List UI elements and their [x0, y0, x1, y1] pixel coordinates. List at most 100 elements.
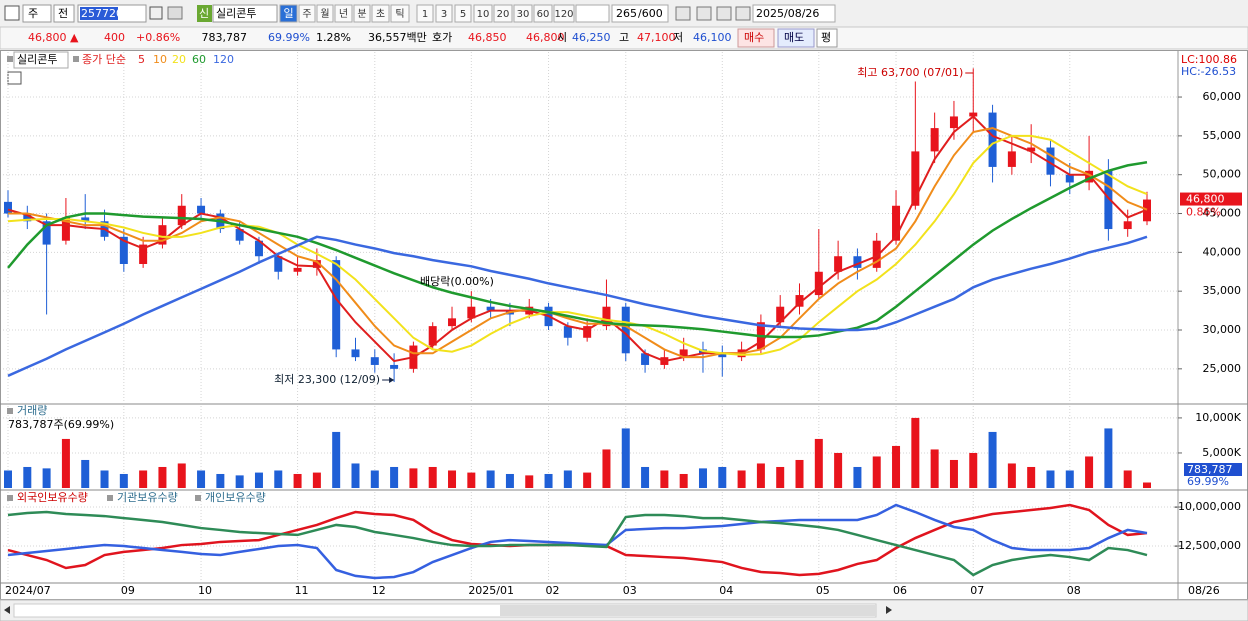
interval-label: 60 [537, 9, 550, 20]
table-icon[interactable] [7, 71, 22, 85]
volume-bar [544, 473, 553, 488]
candle-body [4, 201, 12, 214]
tool-icon[interactable] [735, 6, 751, 21]
avg-button[interactable] [816, 28, 838, 48]
volume-bar [969, 452, 978, 488]
speaker-icon[interactable] [167, 6, 183, 20]
dropdown[interactable] [575, 4, 610, 23]
interval-button[interactable] [473, 4, 493, 23]
candle-body [42, 221, 51, 245]
panel-title: 거래량 [17, 404, 47, 417]
period: 주 [28, 7, 38, 20]
interval-button[interactable] [454, 4, 472, 23]
all-button[interactable] [53, 4, 75, 23]
candle-body [795, 295, 804, 307]
volume-bar [660, 470, 669, 488]
volume-bar [1027, 466, 1036, 488]
interval-button[interactable] [513, 4, 533, 23]
interval-button[interactable] [353, 4, 371, 23]
interval-button[interactable] [371, 4, 390, 23]
candle-body [274, 256, 283, 272]
scroll-left[interactable] [4, 606, 10, 614]
avg: 평 [821, 31, 831, 44]
scroll-right[interactable] [886, 606, 892, 614]
holding-line [7, 503, 1148, 580]
candle-body [158, 225, 167, 245]
tool-icon[interactable] [675, 6, 691, 21]
volume-bar [853, 466, 862, 488]
high-annotation: 최고 63,700 (07/01) [857, 66, 963, 79]
moving-average-line [7, 115, 1148, 363]
interval-label: 20 [497, 9, 510, 20]
period-select[interactable] [22, 4, 52, 23]
date-box[interactable] [752, 4, 836, 23]
stock-name: 실리콘투 [216, 7, 256, 20]
search-icon[interactable] [149, 6, 163, 20]
candle-body [312, 260, 321, 268]
interval-button[interactable] [533, 4, 553, 23]
scroll-thumb[interactable] [500, 605, 876, 616]
menu-icon[interactable] [4, 5, 20, 21]
interval-button[interactable] [553, 4, 575, 23]
volume-bar [448, 470, 457, 488]
legend-box [7, 56, 13, 62]
y-tick-label: 60,000 [1203, 90, 1242, 103]
interval-button[interactable] [435, 4, 453, 23]
volume-bar [486, 470, 495, 488]
volume-bar [795, 459, 804, 488]
change-label: 0.86% [1186, 206, 1221, 219]
candle-body [370, 357, 379, 365]
amount: 36,557백만 [368, 31, 427, 44]
candle-body [293, 267, 302, 272]
volume-bar [139, 470, 148, 488]
interval-label: 주 [302, 9, 311, 20]
volume-bar [274, 470, 283, 488]
legend-entry: 개인보유수량 [205, 491, 266, 504]
interval-button[interactable] [316, 4, 334, 23]
legend-box [73, 56, 79, 62]
moving-average-line [7, 235, 1148, 377]
candle-body [969, 112, 978, 117]
y-tick-label: 55,000 [1203, 129, 1242, 142]
candle-body [428, 326, 437, 346]
candle-body [563, 326, 572, 338]
interval-button[interactable] [298, 4, 316, 23]
tool-icon[interactable] [696, 6, 712, 21]
volume-bar [892, 445, 901, 488]
interval-label: 분 [357, 8, 366, 20]
ask: 46,850 [468, 31, 507, 44]
interval-button[interactable] [493, 4, 513, 23]
volume-bar [1085, 456, 1094, 488]
tool-icon[interactable] [716, 6, 732, 21]
candle-body [583, 326, 592, 338]
interval-label: 년 [339, 8, 348, 20]
volume-bar [988, 431, 997, 488]
turnover: 1.28% [316, 31, 351, 44]
buy-button[interactable] [737, 28, 775, 48]
open-label: 시 [557, 31, 567, 44]
dividend-annotation: 배당락(0.00%) [420, 275, 494, 288]
hc-label: HC:-26.53 [1181, 65, 1236, 78]
volume-bar [776, 466, 785, 488]
volume-bar [81, 459, 90, 488]
interval-button[interactable] [279, 4, 298, 23]
volume-bar [197, 470, 206, 488]
interval-button[interactable] [390, 4, 410, 23]
candle-body [949, 116, 958, 129]
interval-button[interactable] [334, 4, 353, 23]
volume-bar [1143, 482, 1151, 488]
candle-body [139, 244, 148, 264]
candle-body [930, 128, 939, 152]
volume-bar [177, 463, 186, 488]
y-tick-label: 35,000 [1203, 284, 1242, 297]
candle-body [602, 306, 611, 327]
count-box[interactable] [611, 4, 669, 23]
y-tick-label: 30,000 [1203, 323, 1242, 336]
buy: 매수 [744, 31, 764, 44]
sell-button[interactable] [777, 28, 815, 48]
volume-bar [351, 463, 360, 488]
volume-bar [370, 470, 379, 488]
interval-button[interactable] [416, 4, 434, 23]
moving-average-line [7, 134, 1148, 356]
